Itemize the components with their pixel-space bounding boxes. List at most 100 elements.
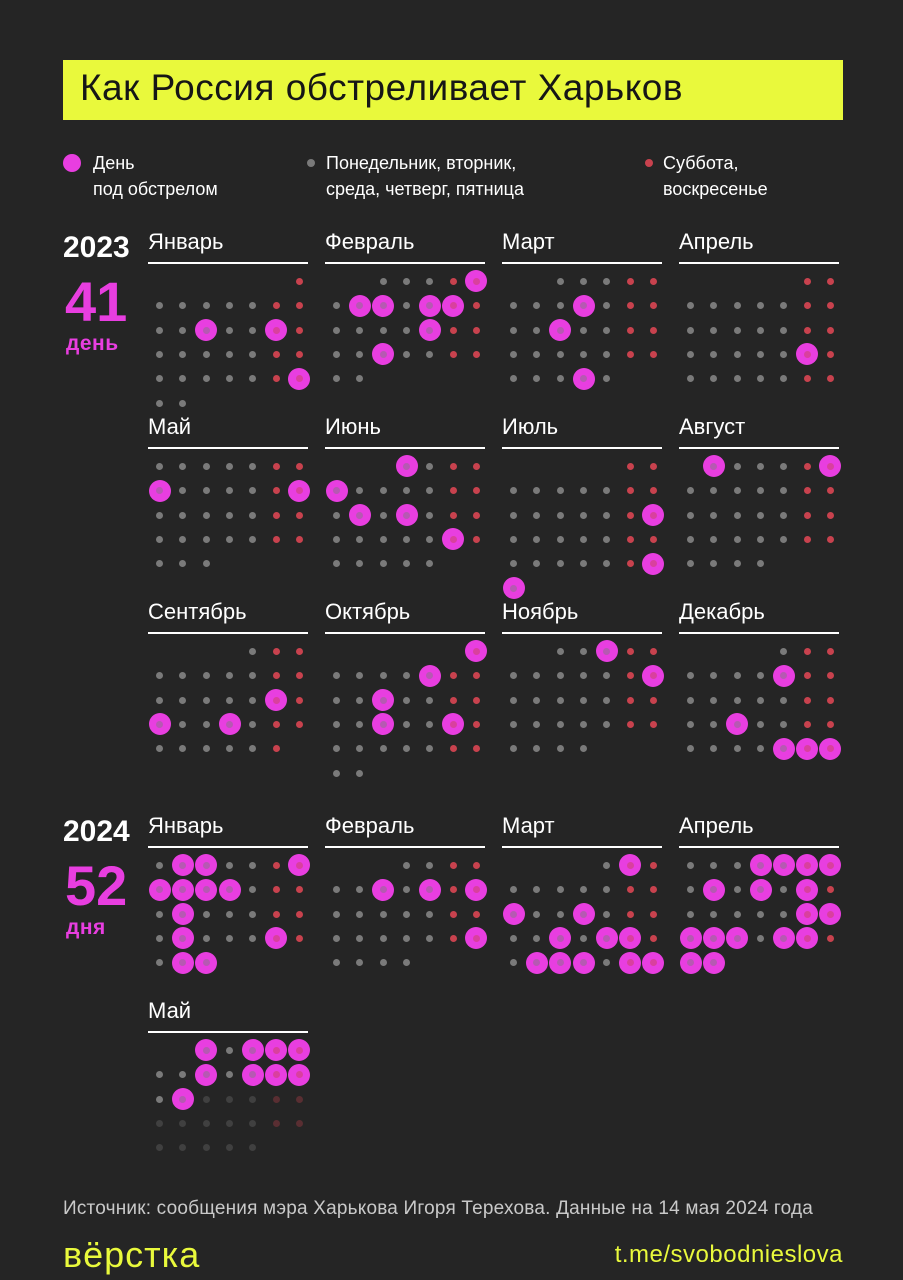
calendar-day [171,1136,194,1160]
weekend-dot-icon [649,535,657,543]
calendar-day [595,367,618,391]
calendar-day [372,902,395,926]
calendar-day [726,527,749,551]
calendar-day [418,269,441,293]
calendar-day [572,503,595,527]
month-dot-grid [502,853,665,975]
weekend-dot-icon [472,487,480,495]
calendar-day [264,293,287,317]
weekend-dot-icon [803,696,811,704]
weekday-dot-icon [757,326,765,334]
weekday-dot-icon [757,535,765,543]
weekday-dot-icon [179,959,187,967]
calendar-day [171,1062,194,1086]
calendar-day [642,552,665,576]
telegram-link[interactable]: t.me/svobodnieslova [614,1241,843,1269]
shelled-day-dot-icon [572,951,595,974]
calendar-day [395,951,418,975]
shelled-day-dot-icon [288,479,311,502]
calendar-day [171,902,194,926]
weekend-dot-icon [272,326,280,334]
calendar-day [195,1087,218,1111]
shelled-day-dot-icon [171,854,194,877]
calendar-day [372,951,395,975]
calendar-day [325,503,348,527]
shelled-days-count: 52 [65,854,128,918]
calendar-sections: 2023 41 день Январь Февраль Март Апрель Май Июнь… [63,229,843,1176]
weekend-dot-icon [649,910,657,918]
calendar-day [372,663,395,687]
weekday-dot-icon [510,350,518,358]
calendar-day [618,269,641,293]
shelled-day-dot-icon [348,294,371,317]
calendar-day [749,877,772,901]
weekday-dot-icon [356,769,364,777]
shelled-day-dot-icon [465,927,488,950]
calendar-day [195,478,218,502]
weekday-dot-icon [556,560,564,568]
calendar-day [549,318,572,342]
weekday-dot-icon [249,350,257,358]
weekday-dot-icon [510,487,518,495]
calendar-day [465,902,488,926]
weekend-dot-icon [626,647,634,655]
weekend-dot-icon [272,696,280,704]
weekday-dot-icon [710,934,718,942]
calendar-day [595,342,618,366]
weekday-dot-icon [687,720,695,728]
weekday-dot-icon [426,326,434,334]
shelled-day-dot-icon [372,294,395,317]
weekend-dot-icon [449,535,457,543]
empty-cell [325,853,348,877]
weekday-dot-icon [179,302,187,310]
weekday-dot-icon [379,277,387,285]
weekday-dot-icon [333,959,341,967]
weekday-dot-icon [580,535,588,543]
weekday-dot-icon [710,720,718,728]
calendar-day [572,951,595,975]
calendar-day [195,951,218,975]
calendar-day [549,367,572,391]
weekday-dot-icon [733,861,741,869]
calendar-day [502,342,525,366]
weekday-dot-icon [556,696,564,704]
empty-cell [549,454,572,478]
calendar-day [171,712,194,736]
calendar-day [441,902,464,926]
shelled-day-dot-icon [619,927,642,950]
weekday-dot-icon [556,511,564,519]
calendar-day [595,712,618,736]
calendar-day [395,527,418,551]
calendar-day [595,552,618,576]
calendar-day [618,318,641,342]
calendar-day [148,853,171,877]
weekday-dot-icon [202,1119,210,1127]
calendar-day [264,342,287,366]
weekday-dot-icon [780,745,788,753]
calendar-day [325,318,348,342]
calendar-day [395,926,418,950]
calendar-day [395,503,418,527]
calendar-day [595,926,618,950]
shelled-day-dot-icon [679,927,702,950]
year-label: 2023 [63,231,130,265]
weekday-dot-icon [156,1144,164,1152]
calendar-day [264,926,288,950]
calendar-day [549,663,572,687]
calendar-day [171,478,194,502]
calendar-day [679,342,702,366]
weekday-dot-icon [780,535,788,543]
calendar-day [418,527,441,551]
calendar-day [348,318,371,342]
weekday-dot-icon [603,487,611,495]
calendar-day [441,503,464,527]
weekday-dot-icon [403,326,411,334]
calendar-day [218,737,241,761]
weekend-dot-icon [272,535,280,543]
weekday-dot-icon [733,535,741,543]
calendar-day [642,269,665,293]
weekday-dot-icon [780,696,788,704]
calendar-day [171,552,194,576]
weekend-dot-icon [803,745,811,753]
calendar-day [679,737,702,761]
